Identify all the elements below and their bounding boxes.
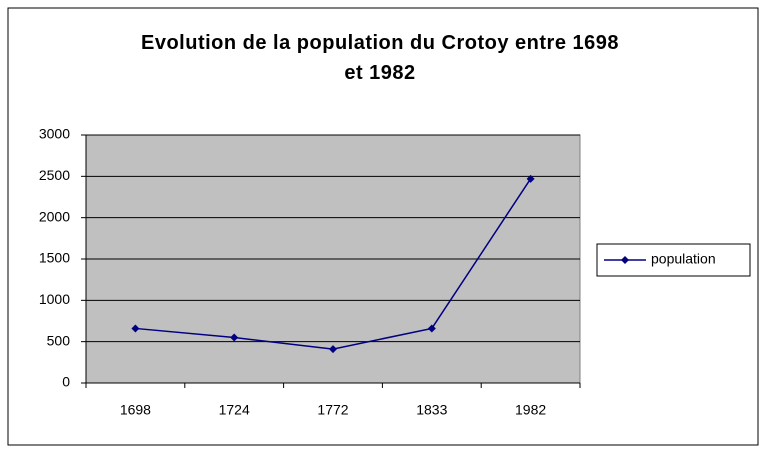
legend-label: population	[651, 251, 716, 267]
y-tick-label: 1000	[39, 291, 70, 307]
data-point	[230, 333, 239, 342]
legend-marker	[621, 256, 629, 264]
y-tick-label: 2500	[39, 167, 70, 183]
x-tick-label: 1833	[416, 402, 447, 418]
x-tick-label: 1772	[317, 402, 348, 418]
x-tick-label: 1698	[120, 402, 151, 418]
y-tick-label: 3000	[39, 126, 70, 142]
data-point	[526, 174, 535, 183]
data-point	[329, 345, 337, 354]
x-tick-label: 1724	[219, 402, 250, 418]
y-tick-label: 2000	[39, 208, 70, 224]
y-tick-label: 1500	[39, 250, 70, 266]
y-tick-label: 500	[47, 332, 71, 348]
data-point	[427, 324, 436, 333]
data-point	[131, 324, 140, 333]
x-tick-label: 1982	[515, 402, 546, 418]
y-tick-label: 0	[62, 374, 70, 390]
chart-title: Evolution de la population du Crotoy ent…	[141, 32, 619, 84]
